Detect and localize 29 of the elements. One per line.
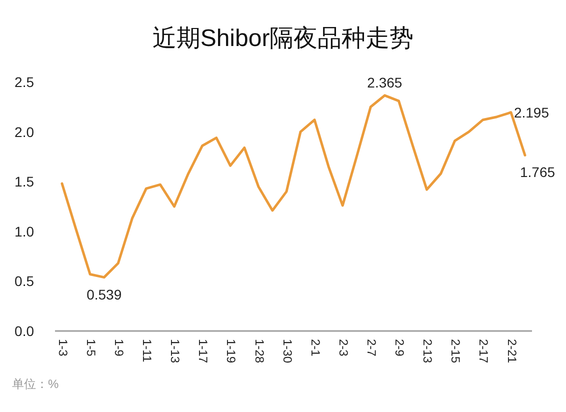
x-tick-label: 1-3 [56,339,70,357]
chart-title: 近期Shibor隔夜品种走势 [152,25,414,52]
x-tick-label: 2-1 [308,339,322,357]
x-tick-label: 1-17 [196,339,210,364]
x-tick-label: 2-7 [364,339,378,357]
data-label: 2.365 [367,74,402,90]
y-tick-label: 0.0 [14,323,34,339]
y-tick-label: 0.5 [14,273,34,290]
x-tick-label: 1-9 [112,339,126,357]
y-tick-label: 2.5 [14,74,34,90]
x-tick-label: 2-9 [392,339,407,357]
x-tick-label: 2-3 [336,339,350,357]
data-label: 1.765 [520,164,556,180]
x-tick-label: 1-13 [168,339,182,364]
x-tick-label: 2-17 [476,339,491,364]
x-tick-label: 1-28 [252,339,266,364]
data-label: 0.539 [86,286,122,302]
y-tick-label: 1.5 [14,174,34,190]
y-tick-label: 1.0 [14,223,34,240]
x-tick-label: 2-13 [420,339,435,364]
data-label: 2.195 [514,104,550,120]
y-tick-label: 2.0 [14,124,34,140]
x-tick-label: 1-30 [280,339,294,364]
x-tick-label: 2-21 [504,339,519,364]
text: 单位：% [12,377,59,391]
x-tick-label: 1-11 [140,339,154,362]
x-tick-label: 1-5 [84,339,98,357]
x-tick-label: 2-15 [448,339,463,364]
x-tick-label: 1-19 [224,339,238,364]
